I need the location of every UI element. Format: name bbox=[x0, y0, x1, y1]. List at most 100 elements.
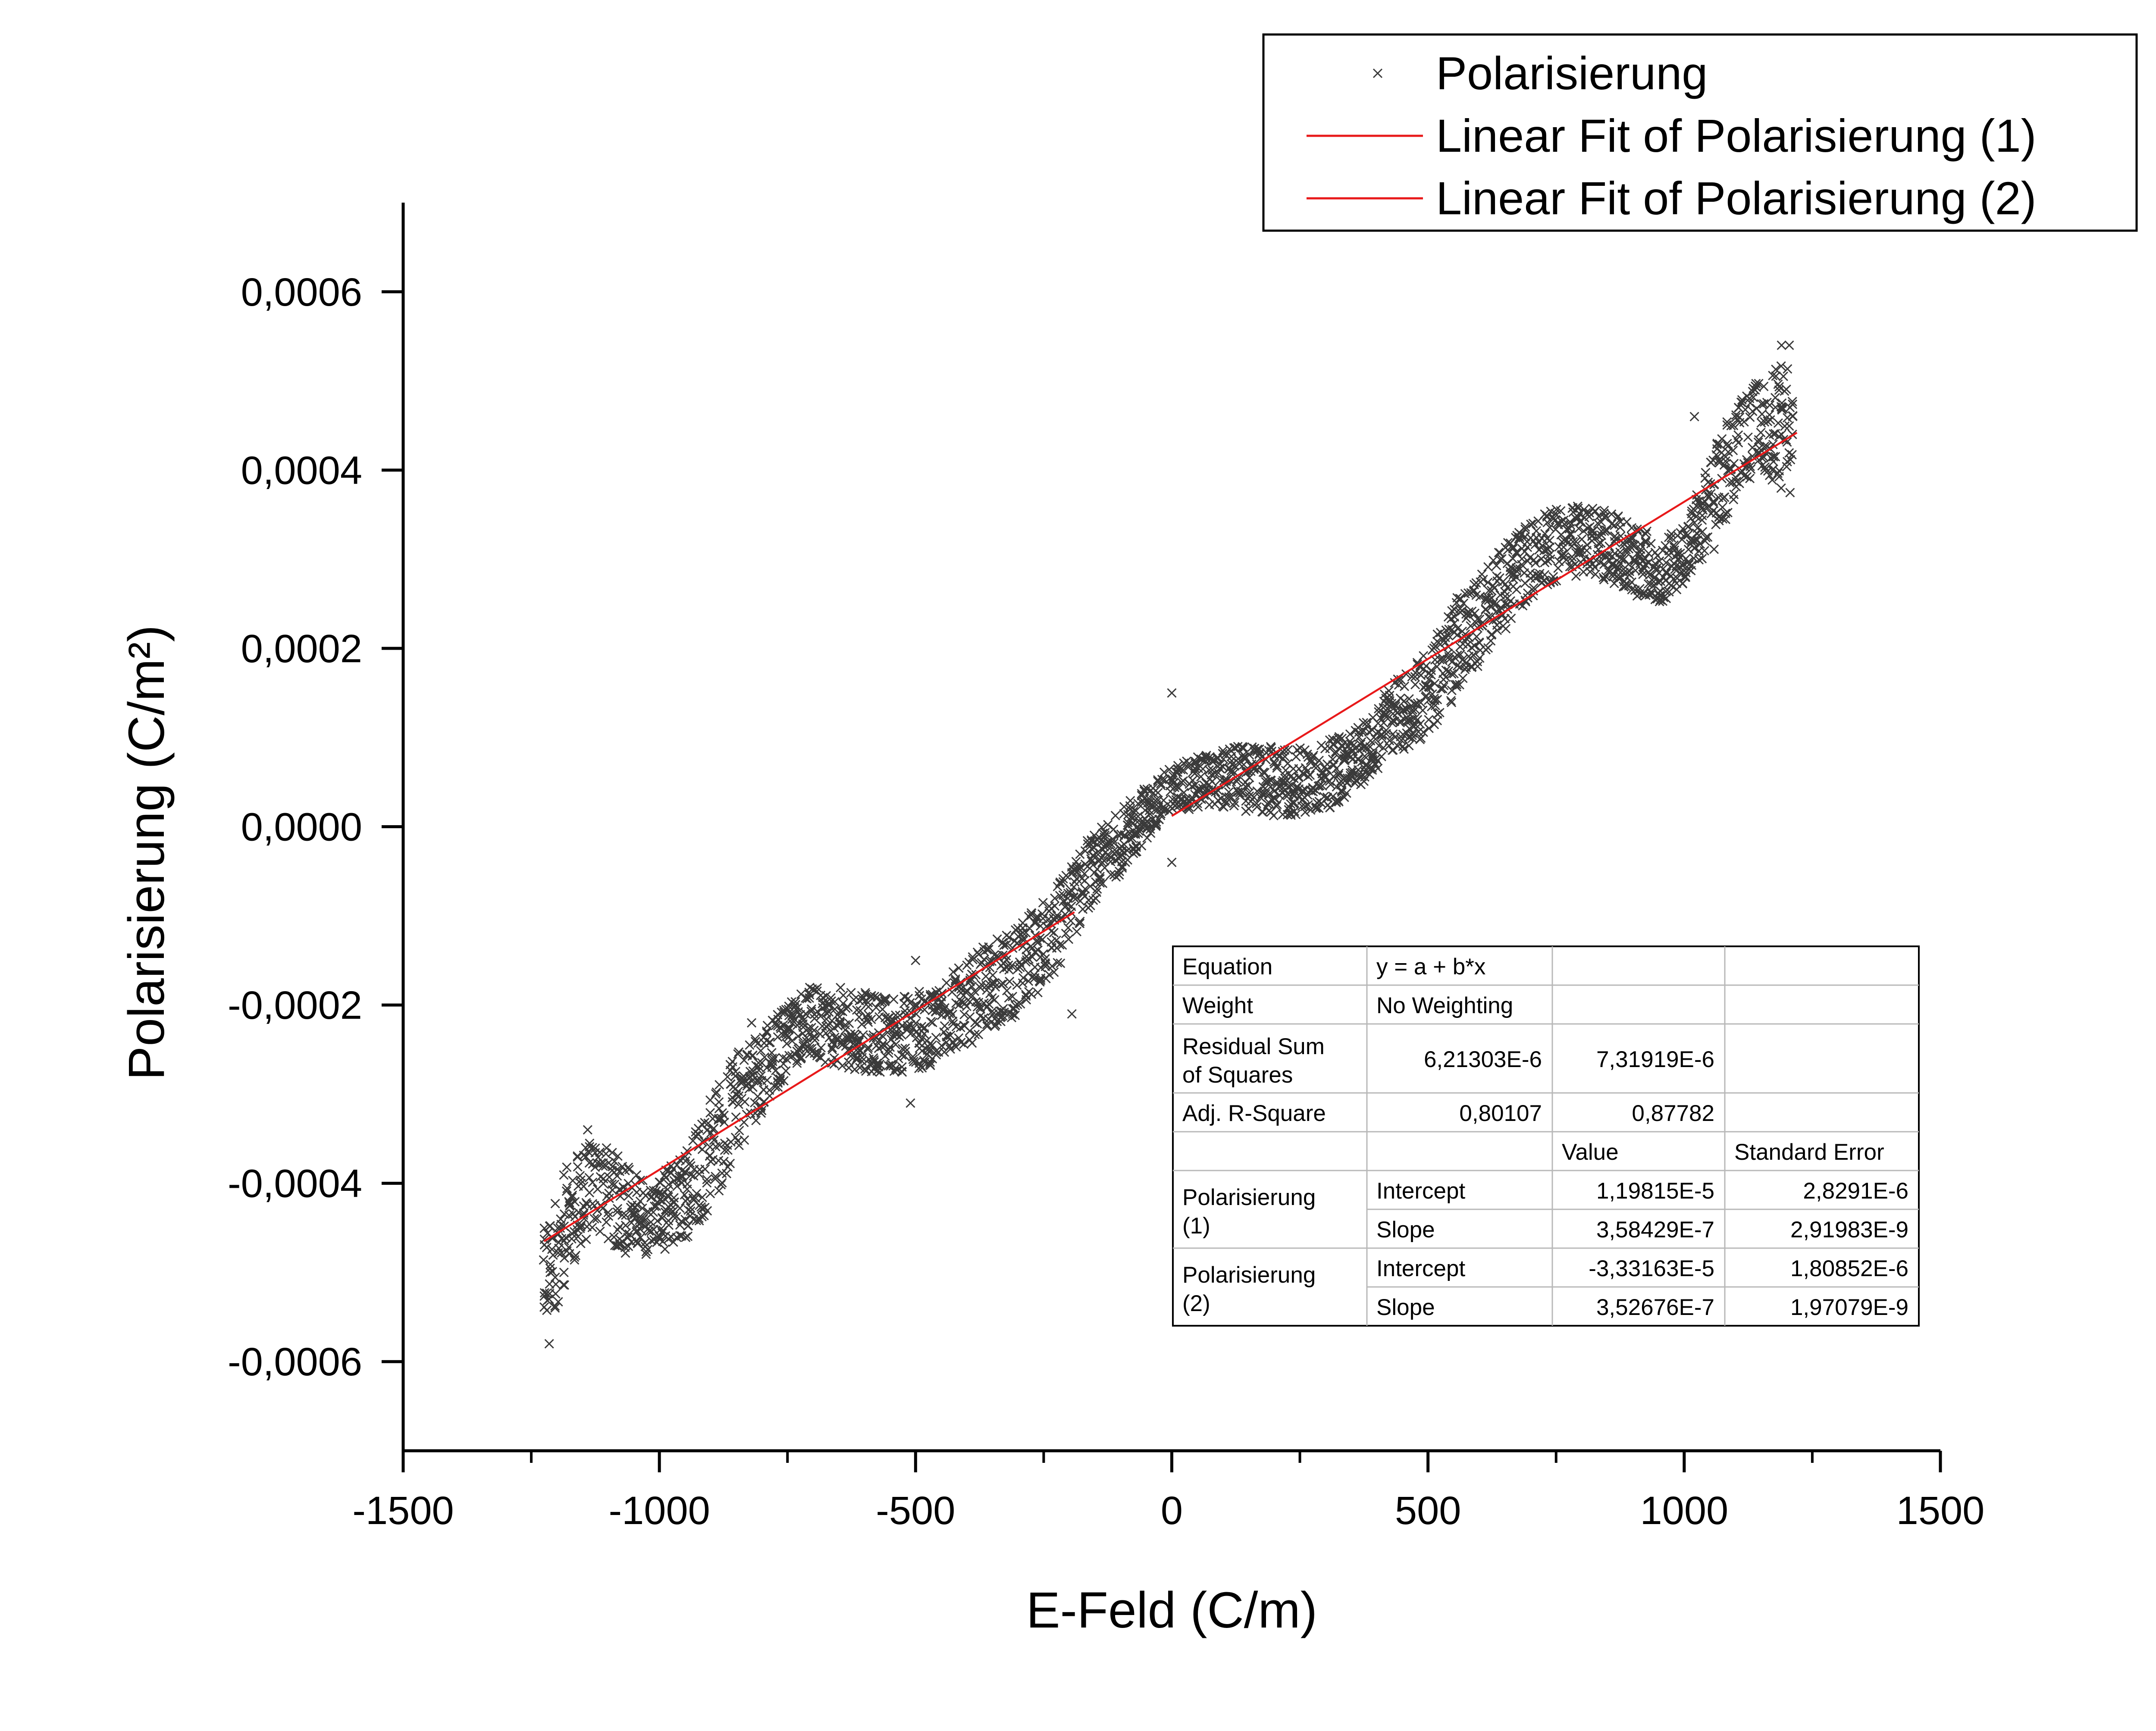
x-tick-label: -1500 bbox=[352, 1489, 454, 1533]
data-point bbox=[1661, 557, 1671, 568]
data-point bbox=[1571, 537, 1581, 547]
data-point bbox=[1399, 681, 1410, 692]
data-point bbox=[595, 1147, 605, 1157]
data-point bbox=[751, 1115, 761, 1125]
data-point bbox=[979, 955, 989, 964]
data-point bbox=[1517, 560, 1527, 570]
data-point bbox=[874, 1059, 885, 1069]
data-point bbox=[1345, 729, 1355, 739]
data-point bbox=[1528, 519, 1538, 529]
data-point bbox=[1004, 965, 1014, 975]
data-point bbox=[1781, 384, 1791, 394]
data-point bbox=[1394, 680, 1404, 690]
data-point bbox=[683, 1231, 693, 1241]
data-point bbox=[843, 1002, 853, 1012]
data-point bbox=[945, 1044, 956, 1054]
data-point bbox=[1576, 548, 1586, 557]
data-point bbox=[1492, 560, 1501, 570]
data-point bbox=[770, 1053, 780, 1063]
data-point bbox=[917, 1022, 927, 1032]
data-point bbox=[1079, 869, 1090, 879]
data-point bbox=[984, 942, 994, 952]
data-point bbox=[1590, 506, 1601, 516]
data-point bbox=[982, 1020, 992, 1030]
data-point bbox=[1501, 624, 1511, 634]
data-point bbox=[767, 1059, 777, 1069]
data-point bbox=[723, 1072, 733, 1082]
data-point bbox=[773, 1032, 783, 1042]
data-point bbox=[1367, 765, 1377, 775]
data-point bbox=[624, 1162, 633, 1172]
data-point bbox=[998, 938, 1008, 948]
data-point bbox=[756, 1046, 766, 1056]
data-point bbox=[559, 1170, 569, 1180]
data-point bbox=[897, 1067, 907, 1077]
data-point bbox=[1650, 572, 1660, 582]
data-point bbox=[1410, 668, 1420, 678]
data-point bbox=[860, 988, 870, 998]
data-point bbox=[1722, 438, 1732, 448]
data-point bbox=[954, 963, 964, 973]
data-point bbox=[1230, 798, 1240, 808]
data-point bbox=[1784, 340, 1794, 350]
data-point bbox=[1684, 560, 1694, 570]
data-point bbox=[539, 1223, 549, 1233]
data-point bbox=[1717, 514, 1728, 524]
data-point bbox=[1387, 701, 1397, 711]
data-point bbox=[946, 1030, 956, 1040]
data-point bbox=[1415, 735, 1425, 745]
data-point bbox=[858, 994, 868, 1004]
data-point bbox=[1119, 831, 1129, 841]
data-point bbox=[1452, 650, 1462, 660]
data-point bbox=[1780, 421, 1790, 431]
data-point bbox=[1776, 361, 1786, 371]
data-point bbox=[1429, 694, 1439, 704]
data-point bbox=[1723, 441, 1733, 451]
data-point bbox=[1594, 538, 1604, 548]
data-point bbox=[998, 1011, 1008, 1021]
data-point bbox=[733, 1099, 743, 1109]
data-point bbox=[1204, 765, 1214, 775]
data-point bbox=[545, 1221, 555, 1231]
data-point bbox=[613, 1204, 623, 1214]
data-point bbox=[1740, 405, 1750, 415]
data-point bbox=[609, 1157, 620, 1167]
data-point bbox=[816, 1043, 826, 1053]
data-point bbox=[1610, 520, 1620, 530]
data-point bbox=[664, 1220, 674, 1230]
data-point bbox=[1430, 695, 1440, 705]
data-point bbox=[747, 1018, 757, 1028]
data-point bbox=[1720, 514, 1731, 524]
data-point bbox=[1607, 509, 1617, 519]
data-point bbox=[603, 1208, 613, 1218]
data-point bbox=[1641, 529, 1651, 539]
data-point bbox=[771, 1065, 781, 1075]
data-point bbox=[809, 1014, 819, 1024]
data-point bbox=[721, 1169, 732, 1179]
data-point bbox=[559, 1221, 569, 1231]
data-point bbox=[1731, 413, 1741, 423]
data-point bbox=[1788, 399, 1798, 409]
data-point bbox=[654, 1187, 664, 1197]
data-point bbox=[756, 1071, 766, 1081]
data-point bbox=[646, 1236, 656, 1246]
data-point bbox=[1306, 805, 1316, 815]
data-point bbox=[1622, 517, 1632, 527]
data-point bbox=[1526, 520, 1536, 529]
data-point bbox=[975, 1004, 985, 1014]
data-point bbox=[1365, 770, 1375, 779]
data-point bbox=[697, 1204, 707, 1214]
data-point bbox=[1176, 764, 1186, 774]
data-point bbox=[1745, 412, 1755, 422]
data-point bbox=[1085, 901, 1095, 911]
data-point bbox=[919, 1029, 929, 1039]
data-point bbox=[941, 978, 952, 988]
data-point bbox=[1333, 770, 1343, 780]
data-point bbox=[1768, 457, 1778, 466]
data-point bbox=[624, 1191, 633, 1201]
data-point bbox=[818, 1003, 827, 1013]
data-point bbox=[1156, 780, 1166, 790]
data-point bbox=[900, 1047, 910, 1057]
data-point bbox=[1058, 896, 1069, 906]
data-point bbox=[1230, 743, 1240, 753]
